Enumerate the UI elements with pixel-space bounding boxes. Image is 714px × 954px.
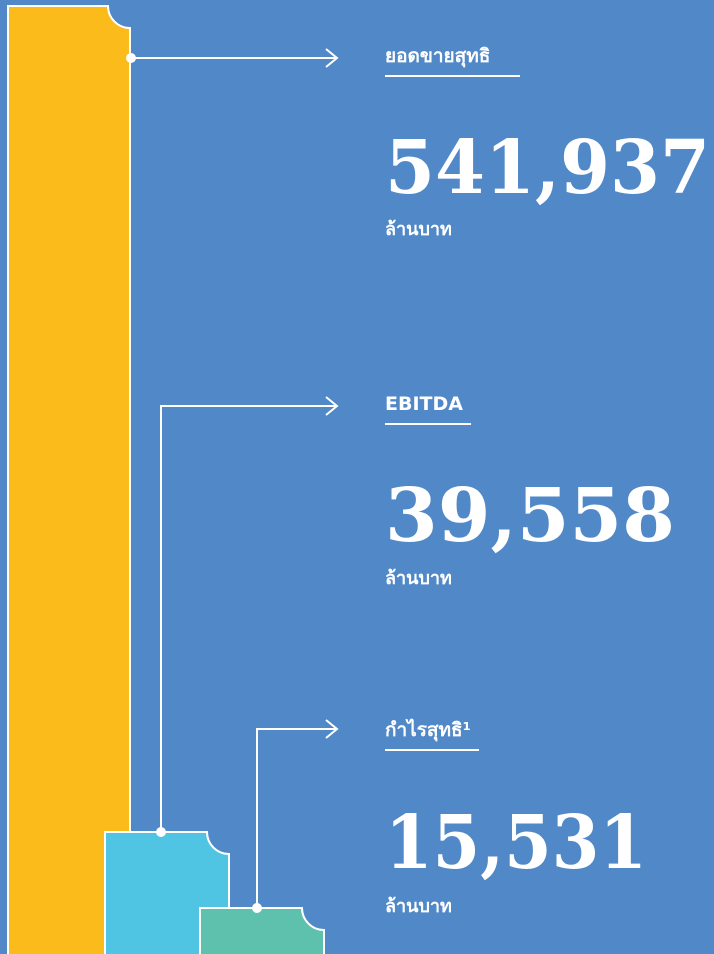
unit: ล้านบาท <box>385 568 452 589</box>
dot <box>156 827 166 837</box>
label: EBITDA <box>385 393 463 415</box>
connector-sales <box>131 48 339 68</box>
dot <box>252 903 262 913</box>
connectors <box>131 48 339 908</box>
connector-ebitda <box>160 396 339 832</box>
unit: ล้านบาท <box>385 219 452 240</box>
dots <box>126 53 262 913</box>
dot <box>126 53 136 63</box>
value: 15,531 <box>385 800 647 886</box>
label: ยอดขายสุทธิ <box>385 45 490 68</box>
bar-profit <box>199 907 325 954</box>
value: 39,558 <box>385 473 675 559</box>
value: 541,937 <box>385 125 710 211</box>
connector-profit <box>256 719 339 908</box>
bars <box>7 5 325 954</box>
unit: ล้านบาท <box>385 896 452 917</box>
bar-ebitda <box>104 831 230 954</box>
label: กำไรสุทธิ¹ <box>385 718 471 742</box>
bar-sales <box>7 5 131 954</box>
